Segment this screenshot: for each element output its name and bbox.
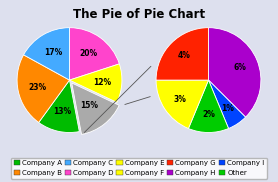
Wedge shape <box>24 28 70 80</box>
Wedge shape <box>188 80 229 132</box>
Text: The Pie of Pie Chart: The Pie of Pie Chart <box>73 8 205 21</box>
Text: 13%: 13% <box>53 107 71 116</box>
Text: 17%: 17% <box>44 48 62 57</box>
Text: 1%: 1% <box>221 104 234 113</box>
Text: 3%: 3% <box>174 94 187 104</box>
Text: 4%: 4% <box>178 52 191 60</box>
Text: 12%: 12% <box>93 78 111 87</box>
Text: 15%: 15% <box>80 101 98 110</box>
Wedge shape <box>156 80 208 128</box>
Legend: Company A, Company B, Company C, Company D, Company E, Company F, Company G, Com: Company A, Company B, Company C, Company… <box>11 157 267 179</box>
Text: 23%: 23% <box>29 83 47 92</box>
Wedge shape <box>208 28 261 117</box>
Wedge shape <box>156 28 208 80</box>
Wedge shape <box>72 83 119 134</box>
Text: 20%: 20% <box>80 49 98 58</box>
Wedge shape <box>17 55 70 122</box>
Wedge shape <box>70 64 122 102</box>
Text: 2%: 2% <box>202 110 215 119</box>
Text: 6%: 6% <box>234 63 246 72</box>
Wedge shape <box>70 28 119 80</box>
Wedge shape <box>39 80 79 132</box>
Wedge shape <box>208 80 245 128</box>
